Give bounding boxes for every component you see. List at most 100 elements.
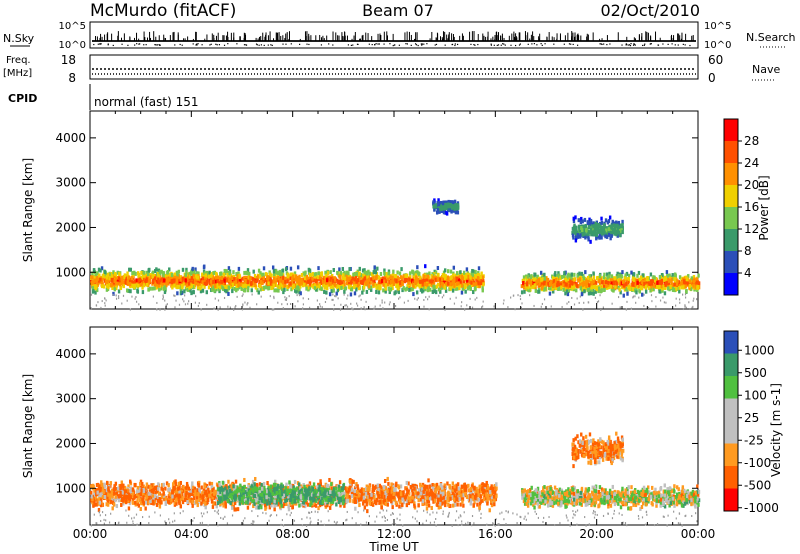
heatmap-cell xyxy=(477,281,480,286)
heatmap-cell xyxy=(449,269,453,274)
heatmap-cell xyxy=(597,286,601,291)
heatmap-cell xyxy=(363,306,365,309)
noise-search-dot xyxy=(662,43,664,45)
heatmap-cell xyxy=(198,302,200,305)
heatmap-cell xyxy=(230,278,234,283)
heatmap-cell xyxy=(625,281,628,286)
heatmap-cell xyxy=(456,278,459,283)
heatmap-cell xyxy=(170,272,174,277)
noise-search-dot xyxy=(474,44,476,46)
heatmap-cell xyxy=(95,502,99,507)
heatmap-cell xyxy=(579,220,583,225)
heatmap-cell xyxy=(287,507,291,512)
heatmap-cell xyxy=(612,280,615,285)
heatmap-cell xyxy=(568,301,570,304)
heatmap-cell xyxy=(154,490,158,495)
heatmap-cell xyxy=(434,277,437,282)
heatmap-cell xyxy=(264,272,268,277)
heatmap-cell xyxy=(284,298,287,301)
heatmap-cell xyxy=(274,282,277,287)
heatmap-cell xyxy=(314,287,318,292)
heatmap-cell xyxy=(604,218,608,223)
heatmap-cell xyxy=(632,296,634,299)
heatmap-cell xyxy=(276,271,280,276)
heatmap-cell xyxy=(481,286,484,291)
heatmap-cell xyxy=(203,272,206,277)
heatmap-cell xyxy=(336,288,340,293)
heatmap-cell xyxy=(184,278,187,283)
heatmap-cell xyxy=(262,266,266,271)
heatmap-cell xyxy=(357,286,361,291)
heatmap-cell xyxy=(273,507,276,512)
heatmap-cell xyxy=(275,269,278,274)
heatmap-cell xyxy=(590,285,593,290)
y-tick-label: 1000 xyxy=(55,265,86,279)
heatmap-cell xyxy=(550,305,552,308)
heatmap-cell xyxy=(652,284,656,289)
heatmap-cell xyxy=(164,308,166,311)
heatmap-cell xyxy=(415,290,419,295)
heatmap-cell xyxy=(273,288,276,293)
heatmap-cell xyxy=(603,230,606,235)
heatmap-cell xyxy=(309,279,313,284)
heatmap-cell xyxy=(581,228,584,233)
heatmap-cell xyxy=(251,293,253,296)
heatmap-cell xyxy=(306,279,310,284)
heatmap-cell xyxy=(692,279,696,284)
heatmap-cell xyxy=(671,273,674,278)
noise-search-dot xyxy=(606,43,608,46)
heatmap-cell xyxy=(201,288,205,293)
noise-search-dot xyxy=(155,44,157,46)
heatmap-cell xyxy=(425,278,429,283)
noise-search-dot xyxy=(136,43,138,45)
heatmap-cell xyxy=(608,276,611,281)
heatmap-cell xyxy=(476,296,478,299)
date-title: 02/Oct/2010 xyxy=(600,1,700,20)
heatmap-cell xyxy=(585,283,588,288)
heatmap-cell xyxy=(90,293,93,296)
noise-right-tick-bottom: 10^0 xyxy=(704,40,731,51)
noise-search-dot xyxy=(649,43,651,45)
heatmap-cell xyxy=(395,278,398,283)
heatmap-cell xyxy=(565,289,569,294)
heatmap-cell xyxy=(287,277,290,282)
noise-search-dot xyxy=(643,44,645,46)
heatmap-cell xyxy=(188,300,190,303)
heatmap-cell xyxy=(145,282,149,287)
heatmap-cell xyxy=(464,308,466,311)
heatmap-cell xyxy=(324,284,328,289)
heatmap-cell xyxy=(229,280,233,285)
heatmap-cell xyxy=(100,266,104,271)
heatmap-cell xyxy=(234,306,236,309)
heatmap-cell xyxy=(326,280,330,285)
heatmap-cell xyxy=(593,229,596,234)
heatmap-cell xyxy=(108,276,111,281)
heatmap-cell xyxy=(599,224,602,229)
noise-search-dot xyxy=(383,43,385,45)
noise-search-dot xyxy=(308,43,310,46)
noise-search-dot xyxy=(143,44,145,46)
heatmap-cell xyxy=(344,304,346,307)
heatmap-cell xyxy=(673,282,676,287)
noise-search-dot xyxy=(368,43,370,45)
heatmap-cell xyxy=(215,281,219,286)
heatmap-cell xyxy=(327,275,330,280)
heatmap-cell xyxy=(432,273,435,278)
heatmap-cell xyxy=(212,271,215,276)
noise-search-dot xyxy=(603,43,605,45)
heatmap-cell xyxy=(688,283,692,288)
heatmap-cell xyxy=(267,285,271,290)
heatmap-cell xyxy=(441,282,445,287)
heatmap-cell xyxy=(471,306,474,309)
heatmap-cell xyxy=(320,287,323,292)
heatmap-cell xyxy=(313,485,316,490)
heatmap-cell xyxy=(603,272,606,277)
heatmap-cell xyxy=(421,279,424,284)
noise-search-dot xyxy=(209,44,211,46)
heatmap-cell xyxy=(325,290,328,295)
heatmap-cell xyxy=(103,270,107,275)
heatmap-cell xyxy=(231,286,234,291)
heatmap-cell xyxy=(455,273,458,278)
heatmap-cell xyxy=(378,279,381,284)
heatmap-cell xyxy=(193,284,196,289)
